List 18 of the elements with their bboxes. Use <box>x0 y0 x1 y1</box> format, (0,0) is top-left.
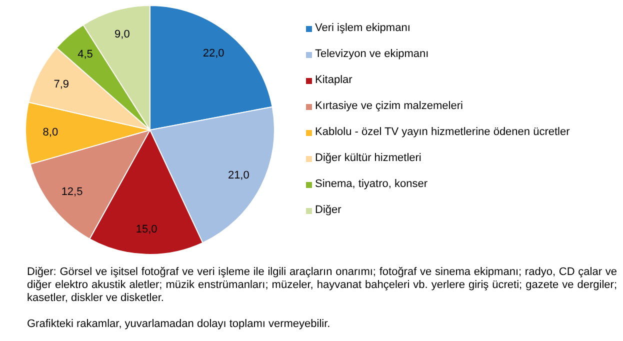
data-label: 8,0 <box>42 126 58 139</box>
legend-label: Diğer <box>315 204 342 216</box>
legend-label: Veri işlem ekipmanı <box>315 22 410 34</box>
legend-label: Kitaplar <box>315 74 352 86</box>
data-label: 22,0 <box>202 47 224 60</box>
text: Grafikteki rakamlar, yuvarlamadan dolayı toplamı vermeyebilir. <box>27 318 332 331</box>
data-label: 12,5 <box>61 186 83 198</box>
data-label: 4,5 <box>78 48 93 60</box>
data-label: 21,0 <box>228 169 250 182</box>
legend-label: Televizyon ve ekipmanı <box>315 48 429 60</box>
data-label: 9,0 <box>114 28 130 40</box>
legend-label: Kırtasiye ve çizim malzemeleri <box>315 100 463 112</box>
legend-label: Diğer kültür hizmetleri <box>315 152 422 164</box>
text: Diğer: Görsel ve işitsel fotoğraf ve veri işleme ile ilgili araçların onarımı; fotoğraf ve sinema ekipmanı; radyo, CD çalar ve diğer elektro akustik aletler; müzik enstrümanları; müzeler, hayvanat bahçeleri vb. yerlere giriş ücreti; gazete ve dergiler; kasetler, diskler ve disketler. <box>27 266 617 305</box>
legend-label: Sinema, tiyatro, konser <box>315 178 428 190</box>
data-label: 15,0 <box>136 224 158 236</box>
legend-label: Kablolu - özel TV yayın hizmetlerine ödenen ücretler <box>315 126 570 138</box>
data-label: 7,9 <box>54 78 69 91</box>
